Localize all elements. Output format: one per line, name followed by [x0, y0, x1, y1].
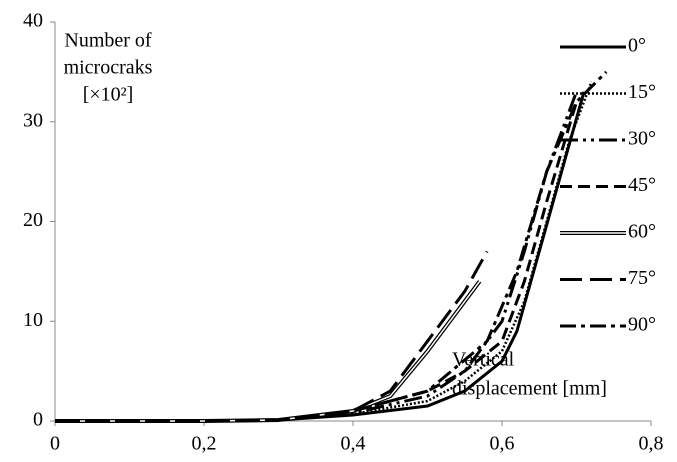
legend-label: 30° [628, 128, 656, 150]
x-tick-label: 0,6 [490, 433, 515, 455]
y-tick-label: 30 [23, 109, 43, 131]
y-tick-label: 10 [23, 309, 43, 331]
y-axis-label: [×10²] [83, 84, 134, 106]
x-tick-label: 0,8 [639, 433, 664, 455]
y-tick-label: 20 [23, 209, 43, 231]
y-axis-label: microcraks [64, 57, 153, 79]
legend-label: 0° [628, 35, 646, 57]
x-tick-label: 0,2 [192, 433, 217, 455]
legend-label: 75° [628, 267, 656, 289]
line-series [55, 91, 586, 423]
legend-label: 90° [628, 314, 656, 336]
y-tick-label: 40 [23, 10, 43, 32]
line-series [55, 70, 608, 423]
legend-label: 45° [628, 174, 656, 196]
x-tick-label: 0 [50, 433, 60, 455]
x-tick-label: 0,4 [341, 433, 366, 455]
y-tick-label: 0 [33, 409, 43, 431]
line-series [55, 81, 593, 423]
y-axis-label: Number of [64, 30, 152, 52]
line-series [55, 101, 578, 423]
legend-label: 15° [628, 81, 656, 103]
x-axis-label: displacement [mm] [452, 378, 607, 400]
legend-label: 60° [628, 221, 656, 243]
line-series [55, 250, 489, 423]
line-series [55, 91, 578, 423]
